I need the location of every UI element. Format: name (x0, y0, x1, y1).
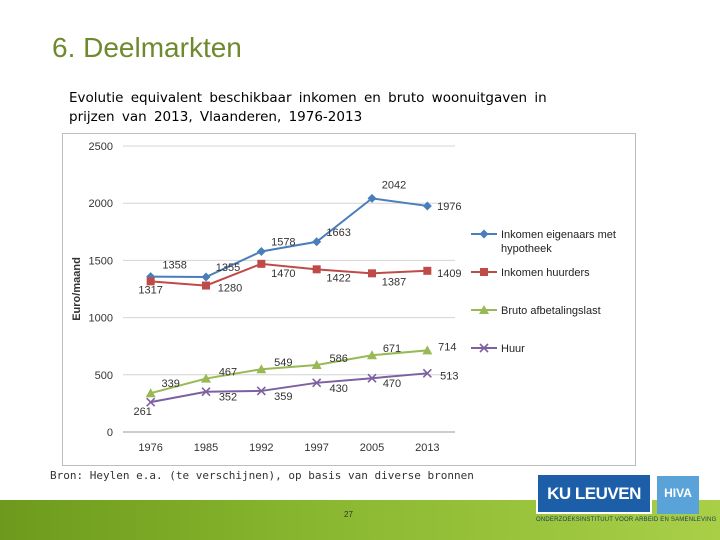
series-huur-data-label: 359 (274, 391, 292, 403)
chart-subtitle-line-2: prijzen van 2013, Vlaanderen, 1976-2013 (69, 109, 363, 125)
series-huur-point (422, 368, 432, 378)
series-inkomen-huurders-point (312, 265, 321, 274)
x-tick-label: 2005 (360, 442, 384, 454)
ku-leuven-logo-text: KU LEUVEN (547, 484, 641, 503)
legend-inkomen-eigenaars-met-hypotheek-label: hypotheek (501, 243, 552, 255)
series-bruto-afbetalingslast-data-label: 339 (161, 378, 179, 390)
series-inkomen-huurders-point (146, 277, 155, 286)
series-inkomen-huurders-point (423, 266, 432, 275)
series-inkomen-huurders-data-label: 1387 (382, 276, 406, 288)
series-inkomen-eigenaars-met-hypotheek-point (312, 237, 322, 247)
x-tick-label: 1985 (194, 442, 218, 454)
legend-bruto-afbetalingslast-label: Bruto afbetalingslast (501, 305, 601, 317)
x-tick-label: 1992 (249, 442, 273, 454)
series-huur-data-label: 261 (133, 406, 151, 418)
series-inkomen-eigenaars-met-hypotheek-data-label: 1976 (437, 201, 461, 213)
line-chart: 0 500 1000 1500 2000 2500 1976 1985 1992 1997 2005… (71, 141, 616, 454)
legend-huur-label: Huur (501, 343, 525, 355)
series-huur-point (367, 373, 377, 383)
series-inkomen-huurders-line (150, 262, 428, 287)
y-tick-label: 2000 (89, 198, 113, 210)
series-inkomen-eigenaars-met-hypotheek-data-label: 2042 (382, 179, 406, 191)
series-huur-point (256, 386, 266, 396)
series-bruto-afbetalingslast-point (367, 350, 377, 360)
series-bruto-afbetalingslast-point (256, 364, 267, 374)
series-inkomen-eigenaars-met-hypotheek-point (422, 201, 432, 211)
series-inkomen-huurders-data-label: 1317 (138, 284, 162, 296)
x-tick-label: 1997 (304, 442, 328, 454)
legend-inkomen-huurders-marker (480, 268, 488, 276)
series-bruto-afbetalingslast-data-label: 467 (219, 367, 237, 379)
page-number: 27 (344, 510, 353, 519)
series-inkomen-huurders-data-label: 1409 (437, 268, 461, 280)
series-inkomen-eigenaars-met-hypotheek-point (201, 272, 211, 282)
y-tick-label: 500 (95, 370, 113, 382)
series-huur-point (146, 397, 156, 407)
y-tick-label: 1000 (89, 313, 113, 325)
series-bruto-afbetalingslast-line (150, 349, 428, 395)
series-huur-point (312, 378, 322, 388)
source-note: Bron: Heylen e.a. (te verschijnen), op b… (50, 469, 474, 482)
series-huur-data-label: 430 (329, 383, 347, 395)
series-inkomen-huurders-point (257, 259, 266, 268)
series-inkomen-eigenaars-met-hypotheek-data-label: 1578 (271, 236, 295, 248)
series-inkomen-eigenaars-met-hypotheek-line (150, 197, 428, 278)
series-huur-data-label: 470 (383, 378, 401, 390)
x-tick-label: 2013 (415, 442, 439, 454)
chart-subtitle: Evolutie equivalent beschikbaar inkomen … (69, 89, 569, 127)
series-inkomen-huurders-data-label: 1470 (271, 268, 295, 280)
series-bruto-afbetalingslast-point (422, 345, 433, 355)
legend-inkomen-eigenaars-met-hypotheek-marker (479, 229, 489, 239)
series-bruto-afbetalingslast-data-label: 671 (383, 343, 401, 355)
series-inkomen-huurders-point (202, 281, 210, 290)
series-inkomen-eigenaars-met-hypotheek-data-label: 1358 (162, 260, 186, 272)
slide-title: 6. Deelmarkten (52, 32, 242, 63)
series-bruto-afbetalingslast-data-label: 586 (329, 353, 347, 365)
series-huur-line (150, 372, 428, 404)
y-tick-label: 0 (107, 427, 113, 439)
series-inkomen-eigenaars-met-hypotheek-data-label: 1355 (216, 262, 240, 274)
series-inkomen-huurders-data-label: 1422 (326, 272, 350, 284)
series-bruto-afbetalingslast-point (311, 359, 322, 369)
series-huur-data-label: 352 (219, 392, 237, 404)
y-tick-label: 1500 (89, 255, 113, 267)
series-bruto-afbetalingslast-point (201, 373, 211, 383)
series-inkomen-huurders-point (368, 269, 376, 278)
series-huur-point (201, 387, 211, 397)
series-inkomen-huurders-data-label: 1280 (218, 283, 242, 295)
legend-bruto-afbetalingslast-marker (479, 305, 489, 314)
series-bruto-afbetalingslast-point (145, 388, 156, 398)
logo-tagline: ONDERZOEKSINSTITUUT VOOR ARBEID EN SAMEN… (536, 517, 717, 523)
series-inkomen-eigenaars-met-hypotheek-data-label: 1663 (326, 227, 350, 239)
chart-frame: 0 500 1000 1500 2000 2500 1976 1985 1992 1997 2005… (62, 133, 636, 466)
hiva-logo-text: HIVA (664, 486, 692, 500)
hiva-logo: HIVA (657, 476, 699, 514)
series-huur-data-label: 513 (440, 370, 458, 382)
series-inkomen-eigenaars-met-hypotheek-point (367, 193, 377, 203)
legend-huur-marker (479, 343, 489, 353)
legend-inkomen-huurders-label: Inkomen huurders (501, 267, 590, 279)
y-axis-label: Euro/maand (71, 257, 83, 321)
series-bruto-afbetalingslast-data-label: 714 (438, 341, 456, 353)
y-tick-label: 2500 (89, 141, 113, 153)
legend-inkomen-eigenaars-met-hypotheek-label: Inkomen eigenaars met (501, 229, 616, 241)
ku-leuven-logo: KU LEUVEN (536, 473, 652, 514)
series-inkomen-eigenaars-met-hypotheek-point (256, 246, 266, 256)
series-bruto-afbetalingslast-data-label: 549 (274, 357, 292, 369)
chart-subtitle-line-1: Evolutie equivalent beschikbaar inkomen … (69, 90, 547, 106)
x-tick-label: 1976 (138, 442, 162, 454)
